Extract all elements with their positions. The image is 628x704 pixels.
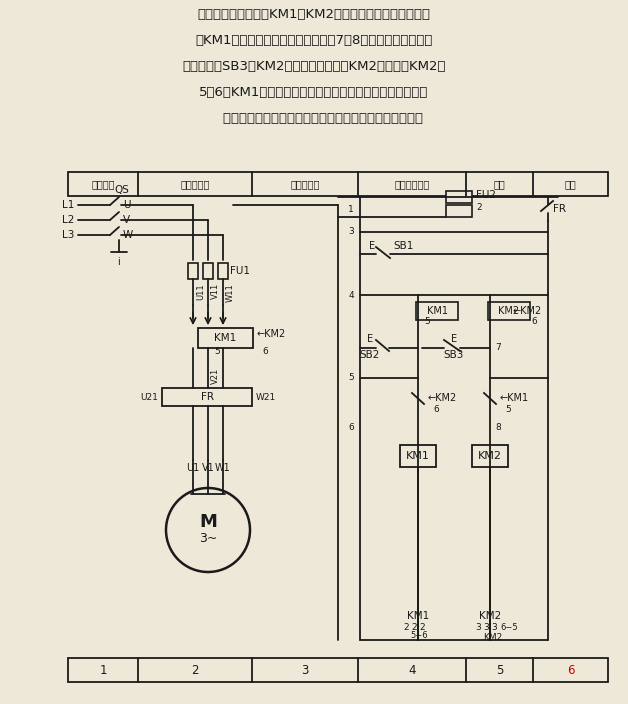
Text: E: E xyxy=(369,241,375,251)
Text: 5: 5 xyxy=(505,406,511,415)
Text: U1: U1 xyxy=(187,463,200,473)
Bar xyxy=(162,388,252,406)
Text: 3: 3 xyxy=(483,624,489,632)
Text: E: E xyxy=(451,334,457,344)
Text: QS: QS xyxy=(114,185,129,195)
Text: 2: 2 xyxy=(411,624,417,632)
Bar xyxy=(472,445,508,467)
Text: 电动机反转: 电动机反转 xyxy=(290,179,320,189)
Text: 6: 6 xyxy=(433,406,439,415)
Text: 时如果按下SB3时KM2不能吸合；同理如KM2吸合时，KM2断: 时如果按下SB3时KM2不能吸合；同理如KM2吸合时，KM2断 xyxy=(182,60,446,73)
Text: FU1: FU1 xyxy=(230,266,250,276)
Text: KM1: KM1 xyxy=(407,611,429,621)
Text: 6: 6 xyxy=(349,424,354,432)
Text: KM2: KM2 xyxy=(479,611,501,621)
Text: 3: 3 xyxy=(349,227,354,237)
Text: 2: 2 xyxy=(419,624,425,632)
Bar xyxy=(68,172,608,196)
Text: 8: 8 xyxy=(495,424,501,432)
Text: 6−5: 6−5 xyxy=(500,624,517,632)
Text: ←KM1: ←KM1 xyxy=(500,393,529,403)
Text: 4: 4 xyxy=(408,663,416,677)
Bar xyxy=(488,302,530,320)
Text: V11: V11 xyxy=(211,283,220,299)
Text: ←KM2: ←KM2 xyxy=(428,393,457,403)
Text: W1: W1 xyxy=(215,463,231,473)
Text: U: U xyxy=(123,200,131,210)
Bar xyxy=(218,263,228,279)
Text: U21: U21 xyxy=(140,393,158,401)
Text: 4: 4 xyxy=(349,291,354,299)
Text: SB3: SB3 xyxy=(444,350,464,360)
Text: U11: U11 xyxy=(196,283,205,300)
Text: ←KM2: ←KM2 xyxy=(512,306,542,316)
Bar xyxy=(400,445,436,467)
Text: M: M xyxy=(199,513,217,531)
Text: 3: 3 xyxy=(475,624,481,632)
Text: L2: L2 xyxy=(62,215,74,225)
Bar xyxy=(446,205,472,217)
Text: KM2: KM2 xyxy=(484,634,502,643)
Text: SB1: SB1 xyxy=(393,241,413,251)
Text: 2: 2 xyxy=(403,624,409,632)
Text: KM1: KM1 xyxy=(406,451,430,461)
Text: W11: W11 xyxy=(226,283,235,302)
Text: W: W xyxy=(123,230,133,240)
Text: SB2: SB2 xyxy=(360,350,380,360)
Text: 6: 6 xyxy=(262,348,268,356)
Text: ←KM2: ←KM2 xyxy=(257,329,286,339)
Bar xyxy=(416,302,458,320)
Bar xyxy=(68,658,608,682)
Text: V21: V21 xyxy=(211,368,220,384)
Text: 电源开关: 电源开关 xyxy=(91,179,115,189)
Text: 3: 3 xyxy=(491,624,497,632)
Text: 3: 3 xyxy=(301,663,309,677)
Text: V: V xyxy=(123,215,130,225)
Text: 当KM1动作后，其常闭触点打开，将7、8之间断开，保证了这: 当KM1动作后，其常闭触点打开，将7、8之间断开，保证了这 xyxy=(195,34,433,47)
Text: KM1: KM1 xyxy=(426,306,448,316)
Text: L1: L1 xyxy=(62,200,74,210)
Text: 6: 6 xyxy=(531,317,537,325)
Text: 7: 7 xyxy=(495,344,501,353)
Text: FR: FR xyxy=(553,204,566,214)
Text: 5、6，KM1也不会吸合，所以它能避免主电路的相间短路。: 5、6，KM1也不会吸合，所以它能避免主电路的相间短路。 xyxy=(199,86,429,99)
Text: 5: 5 xyxy=(496,663,503,677)
Text: 5: 5 xyxy=(215,348,220,356)
Text: 正转: 正转 xyxy=(494,179,506,189)
Text: KM1: KM1 xyxy=(214,333,237,343)
Text: 2: 2 xyxy=(192,663,198,677)
Text: L3: L3 xyxy=(62,230,74,240)
Text: E: E xyxy=(367,334,373,344)
Bar xyxy=(198,328,253,348)
Text: 6: 6 xyxy=(566,663,574,677)
Text: V1: V1 xyxy=(202,463,214,473)
Text: 电动机正转: 电动机正转 xyxy=(180,179,210,189)
Text: 1: 1 xyxy=(99,663,107,677)
Text: i: i xyxy=(117,257,121,267)
Text: 5: 5 xyxy=(349,374,354,382)
Bar xyxy=(188,263,198,279)
Text: FR: FR xyxy=(200,392,214,402)
Text: W21: W21 xyxy=(256,393,276,401)
Text: FU2: FU2 xyxy=(476,190,496,200)
Text: 1: 1 xyxy=(349,206,354,215)
Text: 5: 5 xyxy=(424,317,430,325)
Text: KM2: KM2 xyxy=(499,306,519,316)
Text: 3~: 3~ xyxy=(199,532,217,546)
Bar xyxy=(446,191,472,203)
Text: 控制电路保护: 控制电路保护 xyxy=(394,179,430,189)
Text: 反转: 反转 xyxy=(565,179,577,189)
Text: 5−6: 5−6 xyxy=(410,631,428,641)
Bar xyxy=(203,263,213,279)
Text: 用辅助触点作联锁保护的电动机可逆起动控制电路，见图: 用辅助触点作联锁保护的电动机可逆起动控制电路，见图 xyxy=(205,112,423,125)
Text: KM2: KM2 xyxy=(478,451,502,461)
Text: 2: 2 xyxy=(476,203,482,213)
Text: 控制电路中，接触器KM1、KM2两对常闭触点为联锁触点。: 控制电路中，接触器KM1、KM2两对常闭触点为联锁触点。 xyxy=(197,8,431,21)
